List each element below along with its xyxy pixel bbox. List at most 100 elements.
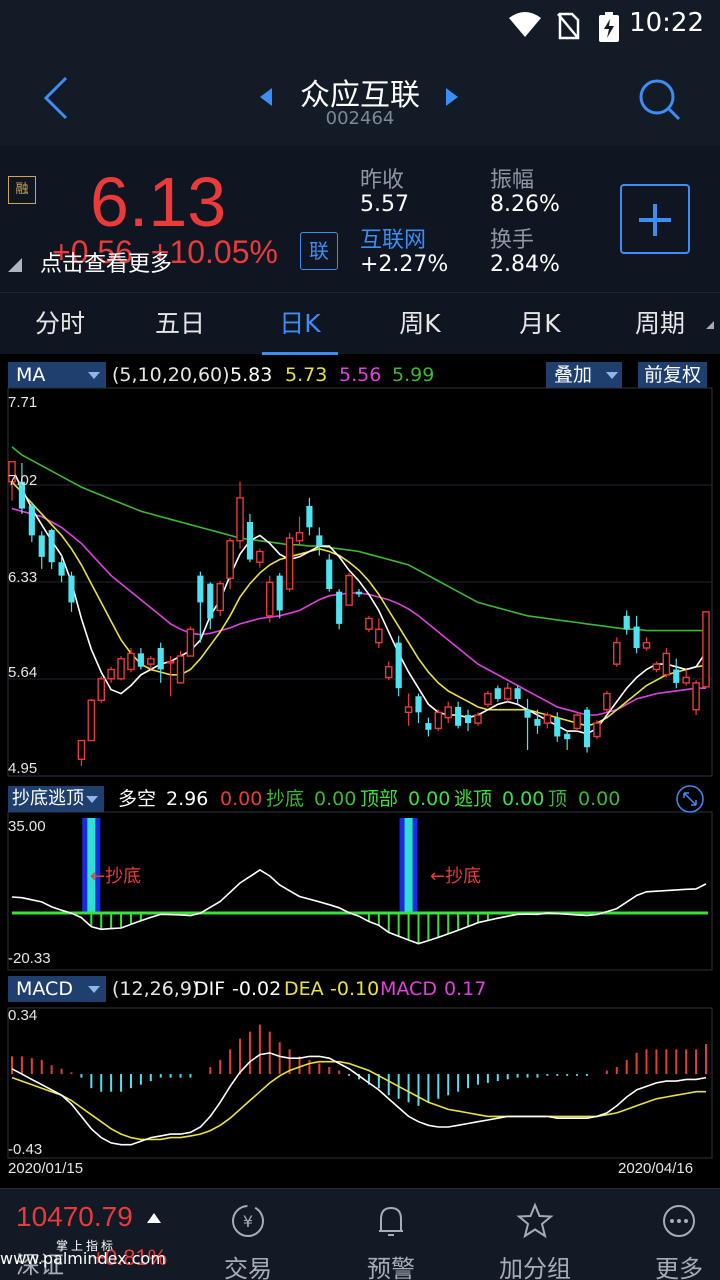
svg-text:¥: ¥ bbox=[243, 1212, 253, 1231]
candle-up bbox=[265, 581, 274, 617]
back-icon[interactable] bbox=[42, 76, 70, 120]
taoding-value: 0.00 bbox=[502, 788, 545, 810]
macd-legend-row: MACD (12,26,9) DIF -0.02 DEA -0.10 MACD … bbox=[0, 974, 720, 1004]
candle-up bbox=[603, 692, 611, 711]
taoding-label: 逃顶 bbox=[454, 788, 493, 810]
candle-up bbox=[662, 652, 671, 676]
tab-daily-k[interactable]: 日K bbox=[240, 293, 360, 355]
price-axis-2: 7.02 bbox=[8, 472, 38, 489]
dif-line bbox=[11, 1052, 707, 1146]
candle-down bbox=[455, 706, 462, 726]
candle-up bbox=[612, 641, 621, 665]
watermark: www.palmindex.com bbox=[0, 1249, 166, 1268]
nav-more[interactable]: 更多 bbox=[619, 1189, 720, 1280]
candle-up bbox=[484, 692, 492, 706]
header: 众应互联 002464 bbox=[0, 50, 720, 146]
nav-alert[interactable]: 预警 bbox=[331, 1189, 451, 1280]
bottom-fish-selector[interactable]: 抄底逃顶 bbox=[8, 786, 104, 812]
macd-value: 0.17 bbox=[444, 978, 487, 1000]
candle-up bbox=[384, 666, 393, 679]
battery-charging-icon bbox=[599, 12, 619, 42]
candle-up bbox=[375, 628, 383, 644]
next-stock-arrow-icon[interactable] bbox=[446, 88, 458, 106]
amplitude-value: 8.26% bbox=[490, 192, 560, 217]
view-more-hint[interactable]: 点击查看更多 bbox=[40, 252, 173, 277]
macd-axis-low: -0.43 bbox=[8, 1141, 43, 1158]
candle-down bbox=[276, 575, 283, 611]
search-icon[interactable] bbox=[638, 78, 682, 122]
index-value[interactable]: 10470.79 bbox=[16, 1201, 133, 1232]
period-tabs: 分时 五日 日K 周K 月K 周期 bbox=[0, 292, 720, 355]
candle-down bbox=[583, 709, 591, 748]
candle-up bbox=[682, 676, 690, 684]
quote-panel[interactable]: 融 6.13 +0.56 +10.05% 点击查看更多 联 昨收 5.57 互联… bbox=[0, 146, 720, 292]
candle-up bbox=[127, 652, 135, 671]
overlay-button[interactable]: 叠加 bbox=[546, 362, 622, 388]
bf-signal-bar-inner bbox=[404, 818, 413, 913]
macd-params: (12,26,9) bbox=[112, 978, 200, 1000]
prev-stock-arrow-icon[interactable] bbox=[260, 88, 272, 106]
ma5-value: 5.83 bbox=[230, 364, 273, 386]
candle-down bbox=[48, 530, 55, 563]
candle-up bbox=[77, 739, 86, 760]
candle-down bbox=[246, 521, 254, 560]
candle-down bbox=[38, 535, 45, 557]
tab-monthly-k[interactable]: 月K bbox=[519, 309, 561, 338]
candle-down bbox=[68, 575, 75, 603]
linked-button[interactable]: 联 bbox=[300, 232, 338, 270]
tab-period-label: 周期 bbox=[634, 309, 685, 338]
tab-five-day[interactable]: 五日 bbox=[154, 309, 205, 338]
amplitude-label: 振幅 bbox=[490, 168, 535, 193]
tab-weekly-k[interactable]: 周K bbox=[399, 309, 441, 338]
dingbu-value: 0.00 bbox=[408, 788, 451, 810]
adjust-button[interactable]: 前复权 bbox=[638, 362, 708, 388]
nav-add-group[interactable]: 加分组 bbox=[475, 1189, 595, 1280]
candle-up bbox=[573, 714, 581, 730]
nav-trade[interactable]: ¥ 交易 bbox=[188, 1189, 308, 1280]
dea-label: DEA bbox=[284, 978, 324, 1000]
overlay-button-label: 叠加 bbox=[554, 364, 593, 386]
candle-up bbox=[226, 540, 234, 579]
stock-name: 众应互联 bbox=[300, 78, 420, 113]
kline-chart[interactable] bbox=[0, 0, 720, 1188]
candle-up bbox=[295, 532, 304, 542]
last-price: 6.13 bbox=[90, 163, 227, 241]
stock-code: 002464 bbox=[325, 108, 395, 129]
expand-icon[interactable] bbox=[674, 784, 706, 814]
candle-up bbox=[345, 574, 353, 606]
candle-down bbox=[633, 626, 640, 649]
ma20-line bbox=[11, 507, 706, 716]
tab-intraday[interactable]: 分时 bbox=[34, 309, 85, 338]
corner-triangle-icon bbox=[706, 321, 714, 329]
bottom-signal-label-2: ←抄底 bbox=[430, 866, 482, 887]
candle-up bbox=[543, 714, 552, 724]
turnover-label: 换手 bbox=[490, 228, 535, 253]
candle-up bbox=[166, 660, 175, 664]
sector-link[interactable]: 互联网 bbox=[360, 228, 427, 253]
date-start: 2020/01/15 bbox=[8, 1160, 84, 1177]
wifi-icon bbox=[509, 12, 541, 37]
candle-up bbox=[365, 617, 373, 630]
dingbu-label: 顶部 bbox=[360, 788, 399, 810]
ma5-path bbox=[11, 468, 707, 735]
candle-down bbox=[395, 642, 402, 689]
candle-down bbox=[355, 591, 363, 595]
ding-value: 0.00 bbox=[578, 788, 621, 810]
tab-period[interactable]: 周期 bbox=[600, 293, 720, 355]
ma60-line bbox=[11, 446, 706, 632]
candle-up bbox=[702, 611, 710, 688]
ma-selector[interactable]: MA bbox=[8, 362, 106, 388]
candle-up bbox=[236, 497, 244, 542]
ma10-line bbox=[11, 481, 707, 727]
bf-signal-bar-inner bbox=[87, 818, 96, 913]
macd-selector[interactable]: MACD bbox=[8, 976, 106, 1002]
candle-up bbox=[256, 550, 264, 563]
candle-down bbox=[623, 615, 630, 630]
add-watchlist-button[interactable] bbox=[620, 184, 690, 254]
macd-axis-high: 0.34 bbox=[8, 1007, 38, 1024]
bf-panel-frame bbox=[7, 811, 713, 971]
candle-down bbox=[534, 719, 541, 726]
ma10-value: 5.73 bbox=[285, 364, 328, 386]
ma-params: (5,10,20,60) bbox=[112, 364, 230, 386]
corner-triangle-icon bbox=[8, 258, 22, 272]
